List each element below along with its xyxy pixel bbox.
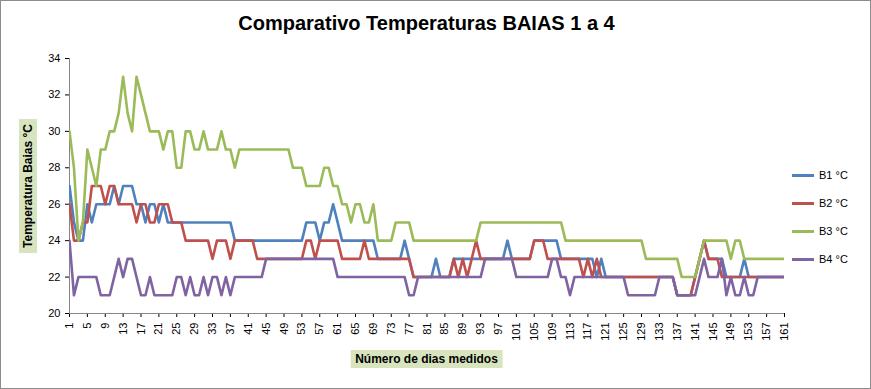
svg-text:57: 57 — [313, 323, 325, 335]
svg-text:1: 1 — [63, 323, 75, 329]
svg-text:30: 30 — [48, 125, 60, 137]
svg-text:93: 93 — [474, 323, 486, 335]
svg-text:149: 149 — [724, 323, 736, 341]
svg-text:26: 26 — [48, 198, 60, 210]
svg-text:113: 113 — [564, 323, 576, 341]
svg-text:34: 34 — [48, 52, 60, 64]
svg-text:17: 17 — [135, 323, 147, 335]
svg-text:28: 28 — [48, 161, 60, 173]
svg-text:121: 121 — [599, 323, 611, 341]
svg-text:9: 9 — [99, 323, 111, 329]
svg-text:153: 153 — [742, 323, 754, 341]
svg-text:21: 21 — [152, 323, 164, 335]
svg-text:33: 33 — [206, 323, 218, 335]
svg-text:22: 22 — [48, 271, 60, 283]
svg-text:32: 32 — [48, 88, 60, 100]
svg-text:73: 73 — [385, 323, 397, 335]
svg-text:29: 29 — [188, 323, 200, 335]
svg-text:125: 125 — [617, 323, 629, 341]
html-text:B3 °C: B3 °C — [819, 225, 848, 237]
svg-text:141: 141 — [689, 323, 701, 341]
html-text:B2 °C: B2 °C — [819, 197, 848, 209]
svg-text:41: 41 — [242, 323, 254, 335]
svg-text:117: 117 — [581, 323, 593, 341]
html-text:B1 °C: B1 °C — [819, 169, 848, 181]
svg-text:69: 69 — [367, 323, 379, 335]
svg-text:157: 157 — [760, 323, 772, 341]
svg-text:89: 89 — [456, 323, 468, 335]
svg-text:53: 53 — [295, 323, 307, 335]
svg-text:97: 97 — [492, 323, 504, 335]
html-text:B4 °C: B4 °C — [819, 253, 848, 265]
svg-text:5: 5 — [81, 323, 93, 329]
svg-text:45: 45 — [260, 323, 272, 335]
svg-text:61: 61 — [331, 323, 343, 335]
svg-text:65: 65 — [349, 323, 361, 335]
svg-text:77: 77 — [403, 323, 415, 335]
svg-text:109: 109 — [546, 323, 558, 341]
svg-text:81: 81 — [421, 323, 433, 335]
svg-text:101: 101 — [510, 323, 522, 341]
html-text:Número de dias medidos: Número de dias medidos — [355, 352, 498, 366]
svg-text:85: 85 — [438, 323, 450, 335]
svg-text:25: 25 — [170, 323, 182, 335]
svg-text:133: 133 — [653, 323, 665, 341]
svg-text:20: 20 — [48, 307, 60, 319]
svg-text:161: 161 — [778, 323, 790, 341]
svg-text:49: 49 — [278, 323, 290, 335]
svg-text:105: 105 — [528, 323, 540, 341]
svg-text:145: 145 — [707, 323, 719, 341]
html-text:Temperatura Baias °C: Temperatura Baias °C — [21, 123, 35, 248]
svg-text:137: 137 — [671, 323, 683, 341]
svg-text:13: 13 — [117, 323, 129, 335]
svg-text:129: 129 — [635, 323, 647, 341]
html-text:Comparativo Temperaturas BAIAS: Comparativo Temperaturas BAIAS 1 a 4 — [238, 12, 615, 34]
svg-text:24: 24 — [48, 234, 60, 246]
svg-text:37: 37 — [224, 323, 236, 335]
